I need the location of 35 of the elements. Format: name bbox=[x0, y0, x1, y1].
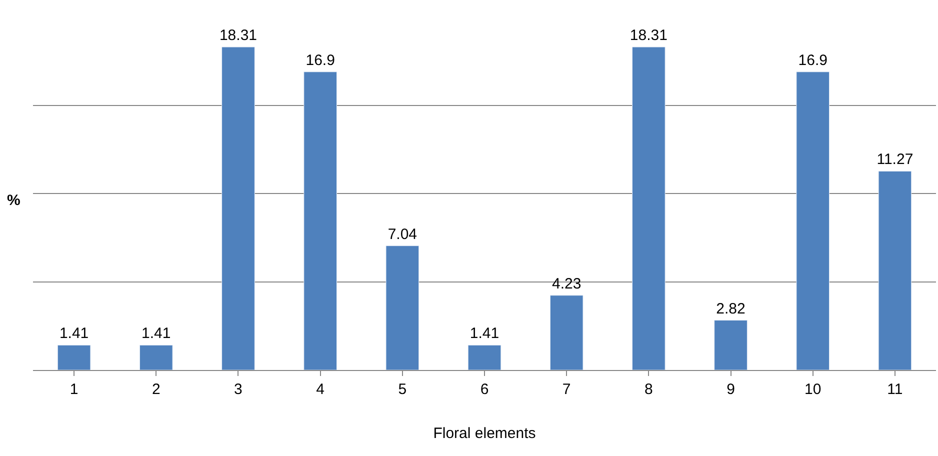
bar bbox=[57, 344, 91, 370]
data-label: 2.82 bbox=[716, 300, 746, 318]
x-tick-label: 2 bbox=[152, 381, 160, 398]
data-label: 16.9 bbox=[306, 52, 335, 69]
bar bbox=[632, 46, 666, 370]
bar bbox=[386, 246, 420, 370]
data-label: 1.41 bbox=[142, 325, 171, 342]
x-axis-title: Floral elements bbox=[433, 425, 536, 442]
data-label: 11.27 bbox=[876, 151, 914, 168]
bar bbox=[468, 344, 502, 370]
x-tick-label: 5 bbox=[398, 381, 407, 398]
x-tick-label: 4 bbox=[316, 381, 324, 398]
bar bbox=[796, 72, 830, 370]
data-label: 7.04 bbox=[388, 226, 418, 243]
x-tick-label: 1 bbox=[70, 381, 78, 398]
data-label: 18.31 bbox=[630, 27, 668, 44]
bar bbox=[878, 170, 912, 370]
data-label: 16.9 bbox=[798, 52, 828, 69]
bar bbox=[550, 295, 584, 370]
data-label: 4.23 bbox=[552, 275, 582, 292]
data-label: 1.41 bbox=[59, 325, 89, 342]
bar bbox=[304, 72, 337, 370]
data-label: 18.31 bbox=[219, 27, 258, 44]
x-tick-label: 6 bbox=[480, 381, 489, 398]
x-tick-label: 8 bbox=[644, 381, 653, 398]
y-axis-title: % bbox=[7, 192, 20, 209]
x-tick-label: 11 bbox=[887, 381, 903, 398]
bar bbox=[714, 320, 748, 370]
x-tick-label: 9 bbox=[726, 381, 735, 398]
x-tick-label: 3 bbox=[234, 381, 242, 398]
bar bbox=[222, 46, 255, 370]
data-label: 1.41 bbox=[470, 325, 500, 342]
bar bbox=[139, 344, 173, 370]
x-tick-label: 7 bbox=[562, 381, 571, 398]
x-tick-label: 10 bbox=[804, 381, 822, 398]
